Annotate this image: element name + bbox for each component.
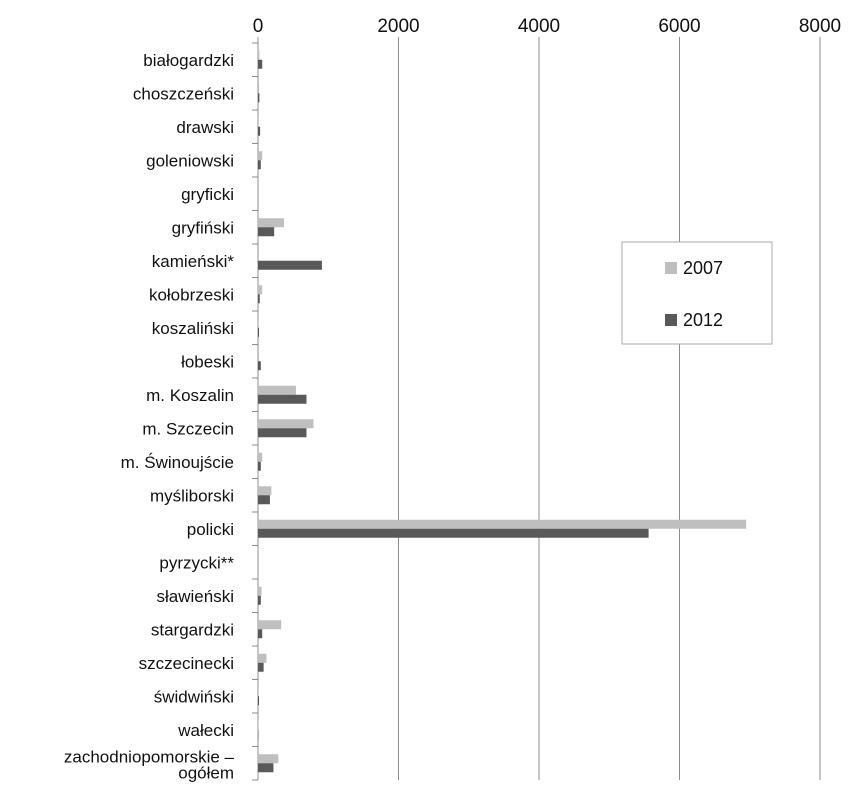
bar-2007-0 bbox=[258, 50, 260, 60]
category-label-0: białogardzki bbox=[143, 51, 234, 70]
bar-2012-13 bbox=[258, 495, 270, 505]
category-label-15: pyrzycki** bbox=[159, 553, 234, 572]
x-tick-label-6000: 6000 bbox=[658, 16, 700, 37]
bar-2012-7 bbox=[258, 294, 260, 304]
legend-swatch-2007 bbox=[665, 262, 677, 274]
category-label-1: choszczeński bbox=[133, 84, 234, 103]
bar-2012-2 bbox=[258, 126, 261, 136]
bar-2007-16 bbox=[258, 586, 262, 596]
bar-2007-18 bbox=[258, 653, 267, 663]
bar-2012-19 bbox=[258, 696, 260, 706]
bar-2007-10 bbox=[258, 385, 296, 395]
bar-2007-1 bbox=[258, 84, 260, 94]
legend: 2007 2012 bbox=[621, 241, 773, 345]
bar-2007-17 bbox=[258, 620, 282, 630]
category-label-8: koszaliński bbox=[152, 319, 234, 338]
bars bbox=[258, 50, 747, 773]
category-label-6: kamieński* bbox=[152, 252, 235, 271]
bar-2007-9 bbox=[258, 352, 260, 362]
category-label-3: goleniowski bbox=[146, 151, 234, 170]
bar-2012-12 bbox=[258, 461, 261, 471]
category-label-7: kołobrzeski bbox=[149, 285, 234, 304]
category-label-13: myśliborski bbox=[150, 486, 234, 505]
category-label-9: łobeski bbox=[181, 352, 234, 371]
legend-label-2007: 2007 bbox=[683, 258, 723, 278]
category-label-21-line-1: ogółem bbox=[178, 763, 234, 782]
legend-box bbox=[621, 241, 773, 345]
x-tick-label-4000: 4000 bbox=[518, 16, 560, 37]
bar-2012-0 bbox=[258, 59, 263, 69]
bar-2012-1 bbox=[258, 93, 260, 103]
category-label-4: gryficki bbox=[181, 185, 234, 204]
category-label-16: sławieński bbox=[157, 587, 234, 606]
bar-2007-21 bbox=[258, 754, 279, 764]
x-tick-label-0: 0 bbox=[253, 16, 264, 37]
bar-2007-8 bbox=[258, 318, 259, 328]
bar-2012-14 bbox=[258, 528, 649, 538]
bar-2012-6 bbox=[258, 260, 322, 270]
category-label-21: zachodniopomorskie – ogółem bbox=[64, 747, 235, 782]
bar-2012-5 bbox=[258, 227, 275, 237]
legend-label-2012: 2012 bbox=[683, 310, 723, 330]
category-label-11: m. Szczecin bbox=[142, 419, 234, 438]
category-label-20: wałecki bbox=[177, 721, 234, 740]
category-label-19: świdwiński bbox=[154, 687, 234, 706]
bar-2007-5 bbox=[258, 218, 284, 228]
bar-2007-7 bbox=[258, 285, 263, 295]
category-labels: białogardzki choszczeński drawski goleniows… bbox=[64, 51, 235, 783]
category-label-14: policki bbox=[187, 520, 234, 539]
bar-2007-19 bbox=[258, 687, 259, 697]
category-axis bbox=[252, 42, 259, 781]
category-label-10: m. Koszalin bbox=[146, 386, 234, 405]
bar-2007-3 bbox=[258, 151, 263, 161]
x-tick-label-8000: 8000 bbox=[799, 16, 841, 37]
bar-2012-3 bbox=[258, 160, 261, 170]
gridlines bbox=[257, 37, 821, 780]
category-label-18: szczecinecki bbox=[139, 654, 234, 673]
category-label-12: m. Świnoujście bbox=[121, 453, 234, 472]
bar-2012-17 bbox=[258, 629, 263, 639]
category-label-5: gryfiński bbox=[172, 218, 234, 237]
x-tick-label-2000: 2000 bbox=[377, 16, 419, 37]
bar-2012-21 bbox=[258, 763, 274, 773]
bar-2007-14 bbox=[258, 519, 747, 529]
bar-2012-9 bbox=[258, 361, 261, 371]
bar-2012-11 bbox=[258, 428, 307, 438]
category-label-17: stargardzki bbox=[151, 620, 234, 639]
bar-2012-10 bbox=[258, 394, 307, 404]
bar-2007-2 bbox=[258, 117, 259, 127]
bar-2007-13 bbox=[258, 486, 272, 496]
legend-swatch-2012 bbox=[665, 314, 677, 326]
category-label-2: drawski bbox=[176, 118, 234, 137]
x-tick-labels: 0 2000 4000 6000 8000 bbox=[253, 16, 841, 37]
bar-2007-11 bbox=[258, 419, 314, 429]
bar-2012-16 bbox=[258, 595, 261, 605]
bar-2007-12 bbox=[258, 452, 263, 462]
bar-2012-18 bbox=[258, 662, 264, 672]
bar-2012-8 bbox=[258, 327, 260, 337]
category-label-21-line-0: zachodniopomorskie – bbox=[64, 747, 235, 766]
